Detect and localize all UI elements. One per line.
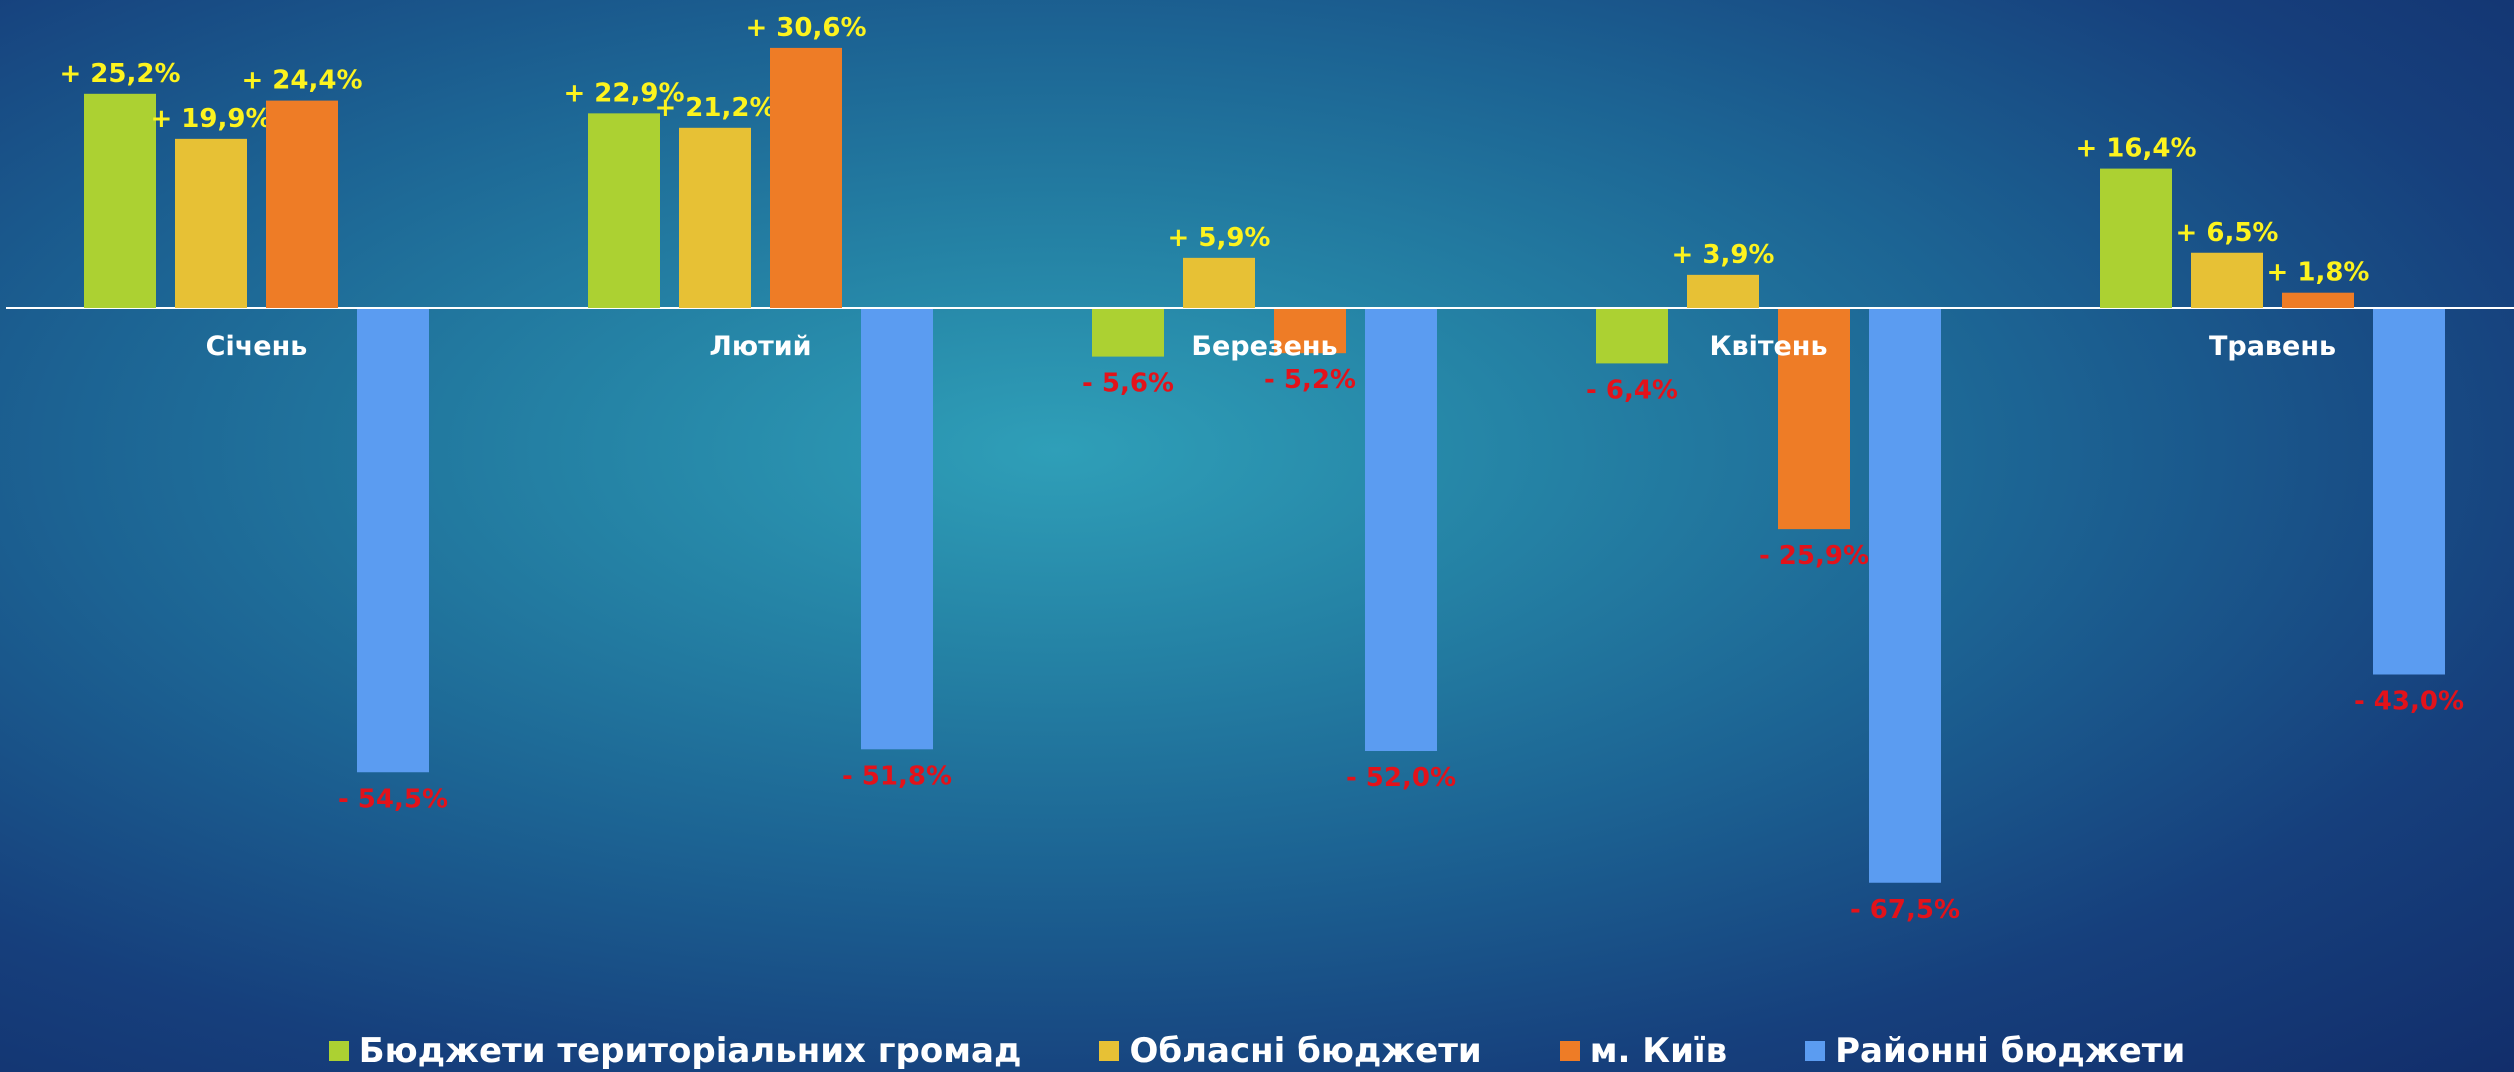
data-label-raionni-2: - 51,8% xyxy=(842,761,952,791)
bar-kyiv-5 xyxy=(2282,292,2354,308)
bar-hromady-1 xyxy=(84,93,156,308)
category-label-2: Лютий xyxy=(709,331,811,362)
data-label-kyiv-5: + 1,8% xyxy=(2267,258,2370,288)
data-label-raionni-3: - 52,0% xyxy=(1346,763,1456,793)
data-label-hromady-3: - 5,6% xyxy=(1082,369,1174,399)
bar-hromady-4 xyxy=(1596,309,1668,364)
data-label-raionni-1: - 54,5% xyxy=(338,784,448,814)
bar-kyiv-4 xyxy=(1778,309,1850,530)
data-label-oblasni-3: + 5,9% xyxy=(1168,223,1271,253)
bar-kyiv-2 xyxy=(770,47,842,309)
legend-swatch-oblasni xyxy=(1099,1041,1120,1061)
data-label-oblasni-4: + 3,9% xyxy=(1672,240,1775,270)
chart-legend: Бюджети територіальних громад Обласні бю… xyxy=(0,1030,2514,1072)
bar-oblasni-3 xyxy=(1183,257,1255,308)
category-label-5: Травень xyxy=(2209,331,2336,362)
legend-item-kyiv: м. Київ xyxy=(1559,1031,1728,1071)
legend-swatch-raionni xyxy=(1805,1041,1826,1061)
bar-raionni-3 xyxy=(1365,309,1437,751)
bar-raionni-2 xyxy=(861,309,933,750)
legend-label-raionni: Районні бюджети xyxy=(1835,1031,2186,1071)
data-label-kyiv-3: - 5,2% xyxy=(1264,365,1356,395)
data-label-hromady-2: + 22,9% xyxy=(563,78,684,108)
legend-label-kyiv: м. Київ xyxy=(1589,1031,1728,1071)
data-label-hromady-5: + 16,4% xyxy=(2075,134,2196,164)
legend-label-oblasni: Обласні бюджети xyxy=(1129,1031,1482,1071)
bar-raionni-5 xyxy=(2373,309,2445,675)
data-label-kyiv-1: + 24,4% xyxy=(241,66,362,96)
data-label-raionni-5: - 43,0% xyxy=(2354,687,2464,717)
legend-item-hromady: Бюджети територіальних громад xyxy=(328,1031,1022,1071)
legend-item-raionni: Районні бюджети xyxy=(1805,1034,2185,1068)
legend-item-oblasni: Обласні бюджети xyxy=(1099,1031,1482,1071)
legend-swatch-hromady xyxy=(328,1041,349,1061)
bar-oblasni-5 xyxy=(2191,252,2263,308)
bar-oblasni-1 xyxy=(175,138,247,308)
data-label-kyiv-2: + 30,6% xyxy=(745,13,866,43)
bar-oblasni-2 xyxy=(679,127,751,308)
bar-oblasni-4 xyxy=(1687,274,1759,308)
legend-label-hromady: Бюджети територіальних громад xyxy=(358,1031,1022,1071)
data-label-hromady-4: - 6,4% xyxy=(1586,375,1678,405)
bar-kyiv-3 xyxy=(1274,309,1346,354)
category-label-4: Квітень xyxy=(1709,331,1827,362)
data-label-raionni-4: - 67,5% xyxy=(1850,895,1960,925)
data-label-hromady-1: + 25,2% xyxy=(59,59,180,89)
bar-hromady-3 xyxy=(1092,309,1164,357)
category-label-1: Січень xyxy=(206,331,308,362)
bar-hromady-5 xyxy=(2100,168,2172,308)
bar-raionni-4 xyxy=(1869,309,1941,883)
data-label-oblasni-2: + 21,2% xyxy=(654,93,775,123)
bar-kyiv-1 xyxy=(266,100,338,308)
bar-raionni-1 xyxy=(357,309,429,773)
legend-swatch-kyiv xyxy=(1559,1041,1580,1061)
bar-chart: + 25,2% + 22,9% - 5,6% - 6,4% + 16,4% + 19,9%… xyxy=(59,12,2465,925)
data-label-oblasni-1: + 19,9% xyxy=(150,104,271,134)
data-label-oblasni-5: + 6,5% xyxy=(2176,218,2279,248)
category-label-3: Березень xyxy=(1191,331,1337,362)
data-label-kyiv-4: - 25,9% xyxy=(1759,541,1869,571)
bar-hromady-2 xyxy=(588,113,660,308)
